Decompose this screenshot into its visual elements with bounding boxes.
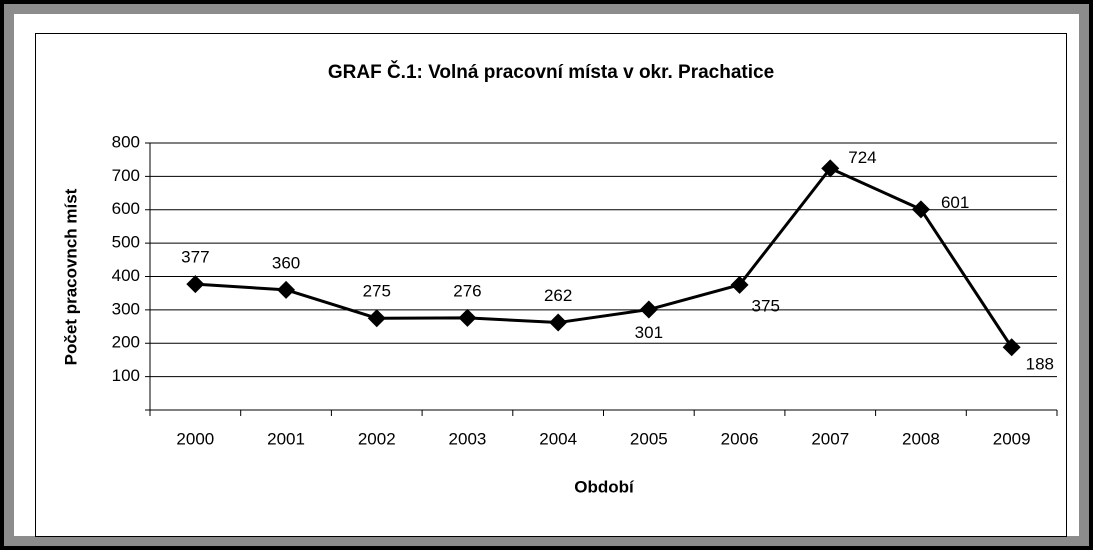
marker bbox=[186, 275, 205, 294]
data-label: 375 bbox=[752, 296, 780, 315]
y-tick-label: 200 bbox=[112, 333, 140, 352]
x-tick-label: 2001 bbox=[267, 429, 305, 448]
marker bbox=[730, 275, 749, 294]
data-label: 601 bbox=[941, 193, 969, 212]
marker bbox=[639, 300, 658, 319]
x-tick-label: 2005 bbox=[630, 429, 668, 448]
marker bbox=[367, 309, 386, 328]
y-tick-label: 700 bbox=[112, 166, 140, 185]
x-tick-label: 2009 bbox=[993, 429, 1031, 448]
x-axis-label: Období bbox=[574, 477, 635, 496]
data-label: 188 bbox=[1026, 355, 1054, 374]
data-label: 276 bbox=[453, 281, 481, 300]
data-label: 301 bbox=[635, 323, 663, 342]
data-label: 377 bbox=[181, 248, 209, 267]
data-label: 724 bbox=[848, 148, 876, 167]
marker bbox=[911, 200, 930, 219]
x-tick-label: 2003 bbox=[449, 429, 487, 448]
data-label: 262 bbox=[544, 286, 572, 305]
x-tick-label: 2007 bbox=[811, 429, 849, 448]
y-tick-label: 500 bbox=[112, 233, 140, 252]
marker bbox=[1002, 338, 1021, 357]
data-label: 275 bbox=[363, 282, 391, 301]
marker bbox=[821, 159, 840, 178]
y-tick-label: 400 bbox=[112, 266, 140, 285]
x-tick-label: 2002 bbox=[358, 429, 396, 448]
x-tick-label: 2000 bbox=[176, 429, 214, 448]
y-tick-label: 300 bbox=[112, 299, 140, 318]
x-tick-label: 2008 bbox=[902, 429, 940, 448]
y-tick-label: 100 bbox=[112, 366, 140, 385]
chart-title: GRAF Č.1: Volná pracovní místa v okr. Pr… bbox=[328, 61, 774, 83]
data-label: 360 bbox=[272, 253, 300, 272]
y-tick-label: 600 bbox=[112, 199, 140, 218]
y-axis-label: Počet pracovnch míst bbox=[61, 188, 80, 365]
marker bbox=[277, 280, 296, 299]
y-tick-label: 800 bbox=[112, 132, 140, 151]
line bbox=[195, 166, 1013, 349]
x-tick-label: 2006 bbox=[721, 429, 759, 448]
x-tick-label: 2004 bbox=[539, 429, 577, 448]
marker bbox=[549, 313, 568, 332]
marker bbox=[458, 308, 477, 327]
